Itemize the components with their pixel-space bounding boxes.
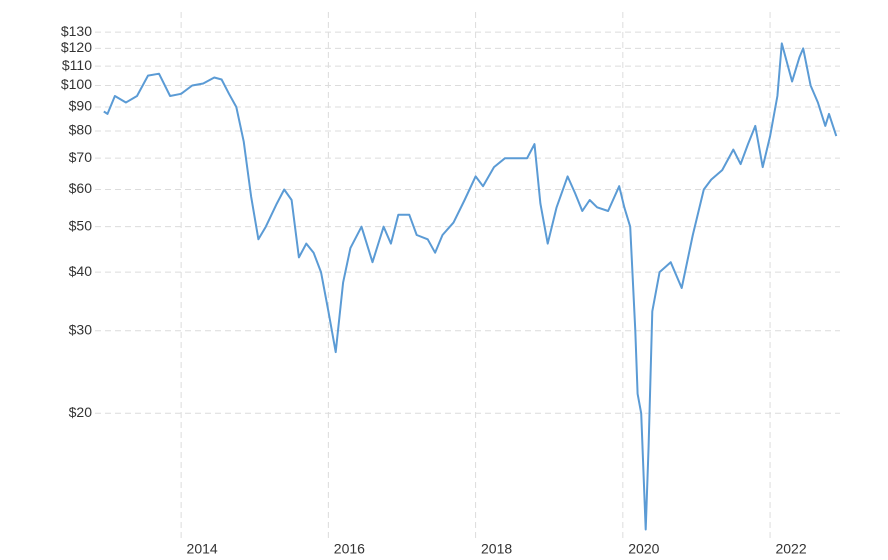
y-tick-label: $40 <box>69 263 93 279</box>
y-tick-label: $80 <box>69 122 93 138</box>
y-tick-label: $70 <box>69 149 93 165</box>
x-tick-label: 2020 <box>628 541 659 557</box>
x-tick-label: 2016 <box>334 541 365 557</box>
y-tick-label: $50 <box>69 217 93 233</box>
x-tick-label: 2018 <box>481 541 512 557</box>
price-line <box>103 42 838 531</box>
y-tick-label: $20 <box>69 404 93 420</box>
y-tick-label: $60 <box>69 180 93 196</box>
x-tick-label: 2014 <box>187 541 218 557</box>
y-tick-label: $120 <box>61 39 92 55</box>
x-tick-label: 2022 <box>775 541 806 557</box>
y-tick-label: $90 <box>69 98 93 114</box>
y-tick-label: $110 <box>62 57 92 73</box>
y-tick-label: $30 <box>69 321 93 337</box>
y-tick-label: $100 <box>61 76 92 92</box>
y-tick-label: $130 <box>61 23 92 39</box>
